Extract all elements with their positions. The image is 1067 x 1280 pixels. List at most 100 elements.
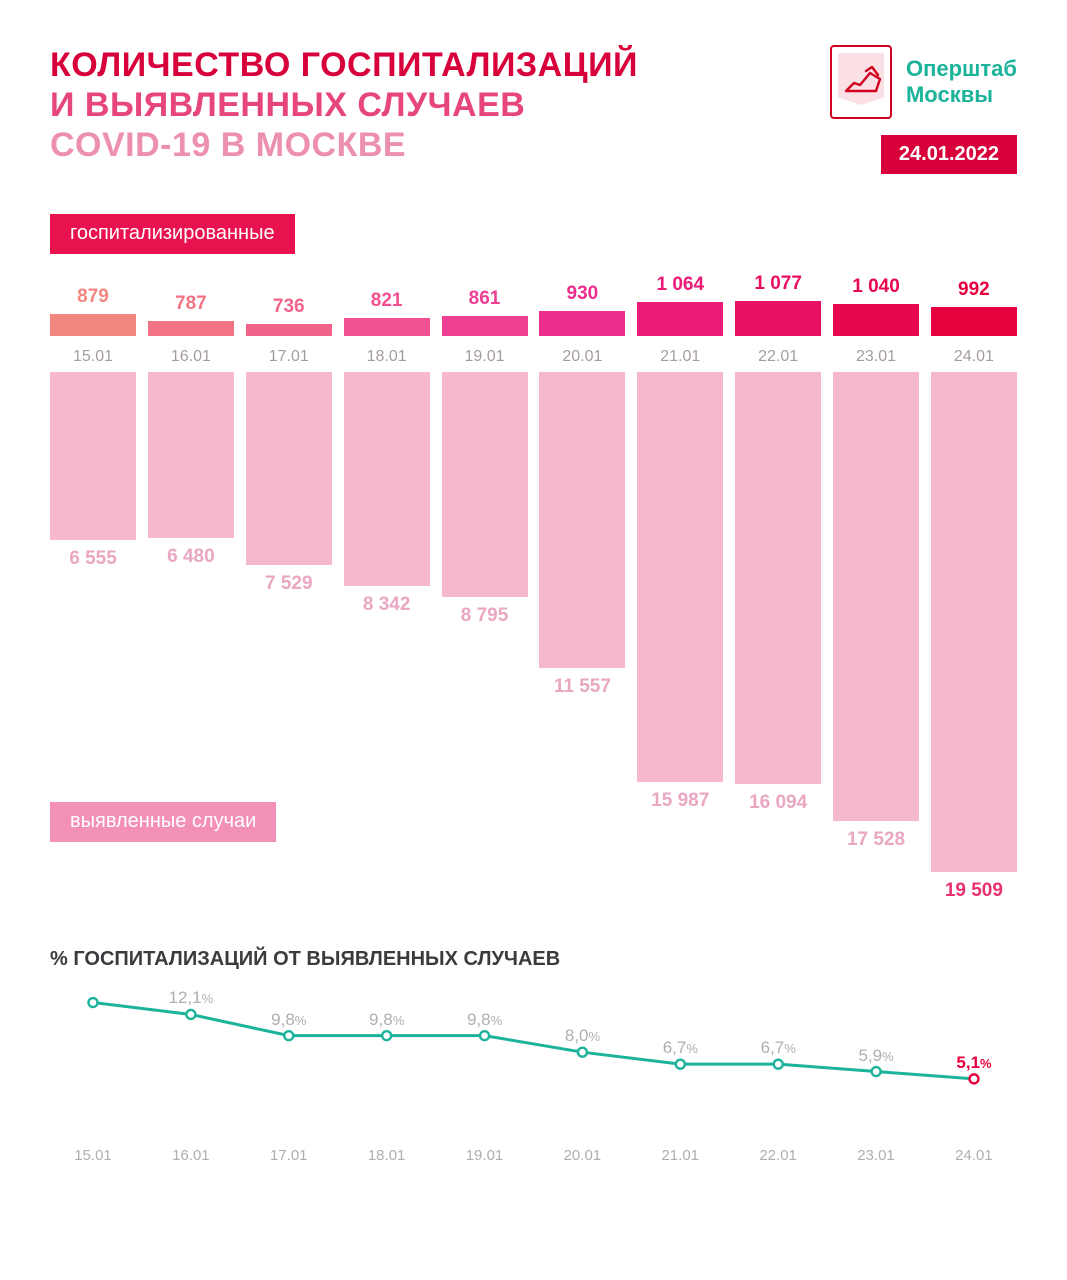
hosp-value-label: 861 — [469, 288, 501, 310]
pct-date-label: 20.01 — [539, 1147, 625, 1164]
pct-value-label: 8,0% — [565, 1026, 600, 1046]
cases-value-label: 6 555 — [69, 548, 117, 570]
cases-bar-col: 19 509 — [931, 372, 1017, 902]
percent-section: % ГОСПИТАЛИЗАЦИЙ ОТ ВЫЯВЛЕННЫХ СЛУЧАЕВ 1… — [50, 948, 1017, 1164]
pct-date-label: 18.01 — [344, 1147, 430, 1164]
hospitalized-bar-row: 879 787 736 821 861 930 1 064 1 077 1 040 992 — [50, 266, 1017, 336]
cases-bar — [50, 372, 136, 540]
hosp-bar-col: 879 — [50, 286, 136, 336]
pct-value-label: 6,7% — [761, 1038, 796, 1058]
hosp-bar-col: 1 040 — [833, 276, 919, 337]
date-col: 19.01 — [442, 348, 528, 366]
cases-bar-col: 15 987 — [637, 372, 723, 812]
legend-hospitalized: госпитализированные — [50, 214, 295, 254]
brand-line-2: Москвы — [906, 82, 1017, 108]
hosp-bar — [148, 321, 234, 336]
pct-value-label: 12,1% — [169, 988, 214, 1008]
hosp-value-label: 879 — [77, 286, 109, 308]
date-label: 19.01 — [464, 348, 504, 366]
date-label: 20.01 — [562, 348, 602, 366]
cases-value-label: 15 987 — [651, 790, 709, 812]
cases-value-label: 19 509 — [945, 880, 1003, 902]
pct-date-label: 19.01 — [442, 1147, 528, 1164]
cases-bar-col: 6 555 — [50, 372, 136, 570]
hosp-value-label: 787 — [175, 293, 207, 315]
hosp-bar-col: 736 — [246, 296, 332, 336]
cases-bar-col: 16 094 — [735, 372, 821, 814]
header: КОЛИЧЕСТВО ГОСПИТАЛИЗАЦИЙ И ВЫЯВЛЕННЫХ С… — [50, 45, 1017, 174]
percent-date-axis: 15.01 16.01 17.01 18.01 19.01 20.01 21.01 22.01… — [50, 1147, 1017, 1164]
cases-bar-row: выявленные случаи 6 555 6 480 7 529 8 342 8 … — [50, 372, 1017, 912]
hosp-bar — [344, 318, 430, 336]
pct-value-label: 9,8% — [369, 1010, 404, 1030]
hosp-value-label: 1 077 — [754, 273, 802, 295]
pct-value-label: 5,1% — [956, 1053, 991, 1073]
date-label: 22.01 — [758, 348, 798, 366]
date-col: 21.01 — [637, 348, 723, 366]
hosp-value-label: 1 064 — [656, 274, 704, 296]
cases-bar — [246, 372, 332, 565]
percent-line-chart: 12,1% 9,8% 9,8% 9,8% 8,0% 6,7% 6,7% 5,9% 5,1% — [50, 981, 1017, 1141]
hosp-bar-col: 787 — [148, 293, 234, 336]
cases-value-label: 16 094 — [749, 792, 807, 814]
hosp-bar-col: 821 — [344, 290, 430, 336]
hosp-bar-col: 861 — [442, 288, 528, 336]
pct-value-label: 9,8% — [467, 1010, 502, 1030]
cases-value-label: 8 795 — [461, 605, 509, 627]
cases-bar-col: 11 557 — [539, 372, 625, 698]
hosp-bar-col: 992 — [931, 279, 1017, 336]
cases-bar — [931, 372, 1017, 872]
legend-cases: выявленные случаи — [50, 802, 276, 842]
cases-bar — [735, 372, 821, 784]
cases-bar — [148, 372, 234, 538]
hosp-value-label: 992 — [958, 279, 990, 301]
cases-bar-col: 8 795 — [442, 372, 528, 627]
hosp-bar — [50, 314, 136, 336]
cases-bar — [833, 372, 919, 821]
hosp-bar-col: 1 064 — [637, 274, 723, 336]
date-badge: 24.01.2022 — [881, 135, 1017, 174]
hosp-bar — [539, 311, 625, 336]
pct-date-label: 23.01 — [833, 1147, 919, 1164]
cases-value-label: 17 528 — [847, 829, 905, 851]
date-col: 18.01 — [344, 348, 430, 366]
title-line-3: COVID-19 В МОСКВЕ — [50, 125, 638, 165]
pct-value-label: 9,8% — [271, 1010, 306, 1030]
cases-value-label: 6 480 — [167, 546, 215, 568]
pct-value-label: 6,7% — [663, 1038, 698, 1058]
pct-date-label: 15.01 — [50, 1147, 136, 1164]
hosp-bar — [735, 301, 821, 336]
pct-date-label: 17.01 — [246, 1147, 332, 1164]
date-col: 24.01 — [931, 348, 1017, 366]
hosp-bar — [637, 302, 723, 336]
brand-block: Оперштаб Москвы 24.01.2022 — [830, 45, 1017, 174]
title-line-2: И ВЫЯВЛЕННЫХ СЛУЧАЕВ — [50, 85, 638, 125]
date-col: 22.01 — [735, 348, 821, 366]
pct-date-label: 21.01 — [637, 1147, 723, 1164]
hosp-bar-col: 930 — [539, 283, 625, 336]
percent-chart-title: % ГОСПИТАЛИЗАЦИЙ ОТ ВЫЯВЛЕННЫХ СЛУЧАЕВ — [50, 948, 1017, 971]
cases-value-label: 7 529 — [265, 573, 313, 595]
date-label: 23.01 — [856, 348, 896, 366]
date-label: 21.01 — [660, 348, 700, 366]
pct-value-label: 5,9% — [859, 1046, 894, 1066]
hosp-value-label: 736 — [273, 296, 305, 318]
date-axis-row: 15.0116.0117.0118.0119.0120.0121.0122.01… — [50, 342, 1017, 366]
hosp-bar-col: 1 077 — [735, 273, 821, 336]
pct-date-label: 16.01 — [148, 1147, 234, 1164]
bar-chart-section: 8797877368218619301 0641 0771 040992 15.… — [50, 266, 1017, 912]
cases-bar-col: 7 529 — [246, 372, 332, 595]
date-col: 23.01 — [833, 348, 919, 366]
cases-bar — [442, 372, 528, 597]
pct-date-label: 22.01 — [735, 1147, 821, 1164]
hosp-bar — [246, 324, 332, 336]
cases-bar-col: 8 342 — [344, 372, 430, 616]
cases-value-label: 11 557 — [554, 676, 611, 698]
date-label: 18.01 — [367, 348, 407, 366]
title-block: КОЛИЧЕСТВО ГОСПИТАЛИЗАЦИЙ И ВЫЯВЛЕННЫХ С… — [50, 45, 638, 174]
hosp-value-label: 821 — [371, 290, 403, 312]
date-col: 17.01 — [246, 348, 332, 366]
date-col: 16.01 — [148, 348, 234, 366]
cases-value-label: 8 342 — [363, 594, 411, 616]
cases-bar-col: 17 528 — [833, 372, 919, 851]
